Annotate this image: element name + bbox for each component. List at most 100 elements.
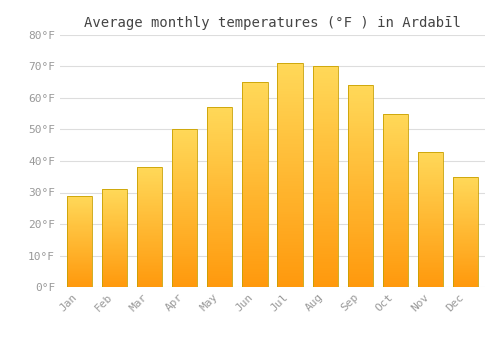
Bar xyxy=(102,229,127,230)
Bar xyxy=(137,263,162,265)
Bar xyxy=(102,233,127,235)
Bar xyxy=(242,269,268,272)
Bar xyxy=(242,85,268,88)
Bar xyxy=(453,273,478,275)
Bar xyxy=(242,162,268,164)
Bar xyxy=(312,168,338,171)
Bar xyxy=(418,224,443,226)
Bar xyxy=(278,173,302,175)
Bar xyxy=(418,178,443,180)
Bar xyxy=(207,209,233,211)
Bar xyxy=(348,161,373,163)
Bar xyxy=(137,240,162,242)
Bar xyxy=(278,105,302,108)
Bar xyxy=(383,127,408,129)
Bar xyxy=(207,274,233,276)
Bar xyxy=(172,132,198,133)
Bar xyxy=(312,193,338,196)
Bar xyxy=(242,200,268,203)
Bar xyxy=(312,268,338,271)
Bar xyxy=(278,114,302,117)
Bar xyxy=(418,157,443,158)
Bar xyxy=(66,279,92,280)
Bar xyxy=(207,247,233,249)
Bar xyxy=(312,251,338,254)
Bar xyxy=(242,154,268,156)
Bar xyxy=(102,253,127,254)
Bar xyxy=(278,242,302,245)
Bar xyxy=(312,234,338,237)
Bar xyxy=(137,253,162,254)
Bar xyxy=(102,232,127,233)
Bar xyxy=(418,260,443,261)
Bar xyxy=(137,172,162,173)
Bar xyxy=(453,233,478,235)
Bar xyxy=(66,199,92,200)
Bar xyxy=(66,280,92,281)
Bar xyxy=(66,230,92,231)
Bar xyxy=(137,223,162,224)
Bar xyxy=(66,220,92,221)
Bar xyxy=(137,212,162,214)
Bar xyxy=(102,252,127,253)
Bar xyxy=(312,262,338,265)
Bar xyxy=(172,242,198,244)
Bar xyxy=(418,226,443,228)
Bar xyxy=(137,242,162,244)
Bar xyxy=(102,258,127,259)
Bar xyxy=(383,148,408,150)
Bar xyxy=(137,182,162,184)
Bar xyxy=(66,215,92,216)
Bar xyxy=(348,222,373,224)
Bar xyxy=(278,94,302,97)
Bar xyxy=(66,216,92,217)
Bar xyxy=(137,226,162,227)
Bar xyxy=(278,175,302,178)
Bar xyxy=(66,268,92,269)
Bar xyxy=(278,245,302,248)
Bar xyxy=(242,244,268,246)
Bar xyxy=(418,250,443,251)
Bar xyxy=(418,280,443,282)
Bar xyxy=(66,264,92,265)
Bar xyxy=(66,263,92,264)
Bar xyxy=(348,96,373,98)
Bar xyxy=(66,285,92,286)
Bar xyxy=(312,257,338,259)
Bar xyxy=(137,238,162,239)
Bar xyxy=(172,261,198,263)
Bar xyxy=(66,282,92,284)
Bar xyxy=(348,178,373,181)
Bar xyxy=(312,199,338,202)
Bar xyxy=(207,114,233,117)
Bar xyxy=(66,203,92,204)
Bar xyxy=(418,168,443,170)
Bar xyxy=(453,197,478,199)
Bar xyxy=(348,232,373,234)
Bar xyxy=(172,149,198,151)
Bar xyxy=(66,270,92,271)
Bar xyxy=(278,153,302,156)
Bar xyxy=(172,175,198,177)
Bar xyxy=(383,263,408,265)
Bar xyxy=(102,210,127,211)
Bar xyxy=(453,210,478,211)
Bar xyxy=(312,221,338,224)
Bar xyxy=(418,240,443,241)
Bar xyxy=(102,266,127,267)
Bar xyxy=(102,279,127,280)
Bar xyxy=(383,233,408,235)
Bar xyxy=(312,182,338,185)
Bar xyxy=(278,223,302,225)
Bar xyxy=(348,174,373,176)
Bar xyxy=(383,259,408,261)
Bar xyxy=(102,197,127,198)
Bar xyxy=(418,275,443,277)
Bar xyxy=(418,197,443,199)
Bar xyxy=(312,77,338,80)
Bar xyxy=(207,271,233,274)
Bar xyxy=(418,268,443,270)
Bar xyxy=(453,204,478,206)
Bar xyxy=(172,153,198,155)
Bar xyxy=(312,66,338,287)
